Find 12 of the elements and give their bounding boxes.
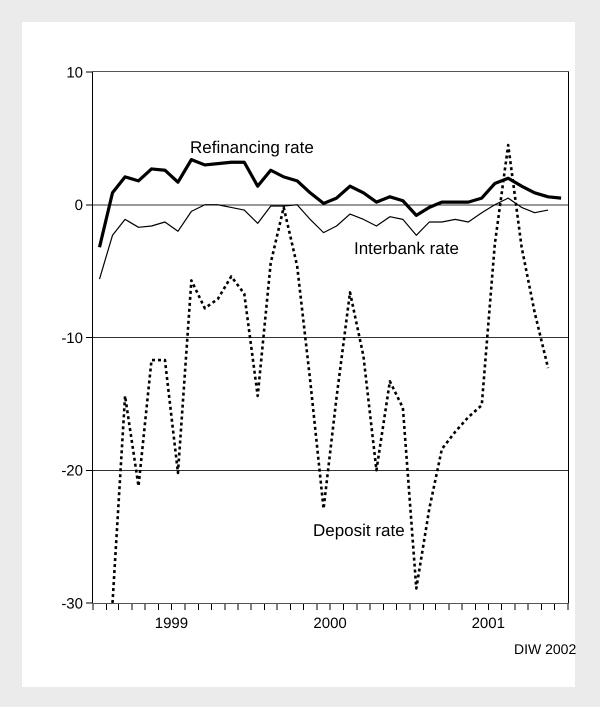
y-tick-label: -30 [61,595,83,612]
y-tick-label: -10 [61,330,83,347]
y-tick-label: 10 [66,64,83,82]
x-tick-label: 2000 [313,615,347,632]
x-tick-label: 1999 [154,615,188,632]
text: DIW 2002 [514,641,576,657]
series-label: Interbank rate [354,239,459,258]
y-tick-label: 0 [74,197,83,214]
y-tick-label: -20 [61,462,83,480]
x-tick-label: 2001 [472,615,505,632]
series-label: Deposit rate [313,521,405,540]
series-label: Refinancing rate [190,138,314,157]
